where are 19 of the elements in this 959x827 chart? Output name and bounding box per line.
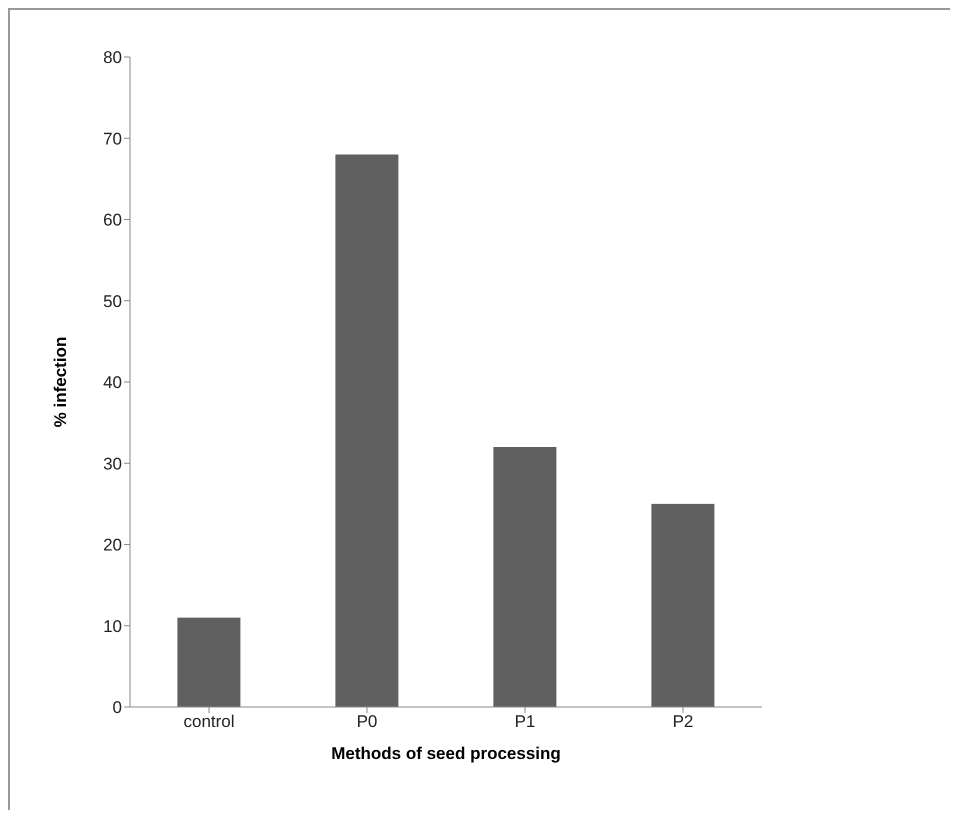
x-tick-label: P2 (672, 712, 694, 732)
bar (335, 154, 398, 707)
y-tick-label: 50 (103, 292, 122, 311)
y-tick-label: 0 (112, 698, 122, 718)
bar (493, 447, 556, 707)
x-tick-label: P0 (356, 712, 378, 732)
y-axis-title: % infection (51, 336, 70, 428)
y-tick-label: 70 (103, 129, 122, 148)
y-tick-label: 60 (103, 210, 122, 230)
y-tick-label: 30 (103, 454, 122, 474)
x-tick-label: P1 (514, 712, 536, 732)
y-tick-label: 80 (103, 48, 122, 68)
y-tick-label: 20 (103, 536, 122, 555)
bar (177, 618, 240, 707)
x-axis-title: Methods of seed processing (331, 744, 561, 763)
y-tick-label: 10 (103, 616, 122, 636)
bar (651, 504, 714, 707)
y-tick-label: 40 (103, 373, 122, 392)
x-tick-label: control (183, 712, 235, 732)
